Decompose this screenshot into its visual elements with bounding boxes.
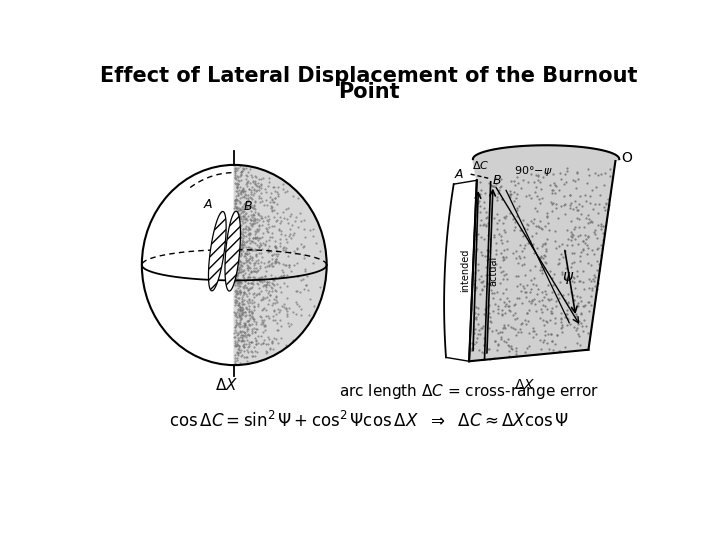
Text: Point: Point: [338, 82, 400, 102]
Text: A: A: [454, 167, 463, 181]
Text: Effect of Lateral Displacement of the Burnout: Effect of Lateral Displacement of the Bu…: [100, 66, 638, 86]
Text: $\psi$: $\psi$: [562, 271, 575, 287]
Polygon shape: [444, 180, 477, 361]
Text: actual: actual: [489, 255, 499, 286]
Text: A: A: [204, 198, 212, 211]
Text: O: O: [621, 151, 631, 165]
Text: arc length $\Delta C$ = cross-range error: arc length $\Delta C$ = cross-range erro…: [339, 382, 599, 401]
Text: $90°{-}\psi$: $90°{-}\psi$: [514, 164, 552, 178]
Polygon shape: [209, 212, 226, 291]
Text: B: B: [243, 200, 252, 213]
Text: $\Delta X$: $\Delta X$: [215, 377, 238, 394]
Polygon shape: [234, 165, 327, 365]
Text: intended: intended: [460, 249, 470, 293]
Polygon shape: [225, 211, 240, 291]
Text: $\cos\Delta C = \sin^2\Psi + \cos^2\Psi\cos\Delta X$  $\Rightarrow$  $\Delta C \: $\cos\Delta C = \sin^2\Psi + \cos^2\Psi\…: [169, 411, 569, 431]
Text: $\Delta C$: $\Delta C$: [472, 159, 490, 171]
Text: $\Delta X$: $\Delta X$: [514, 378, 536, 392]
Polygon shape: [469, 145, 619, 361]
Text: B: B: [493, 174, 502, 187]
